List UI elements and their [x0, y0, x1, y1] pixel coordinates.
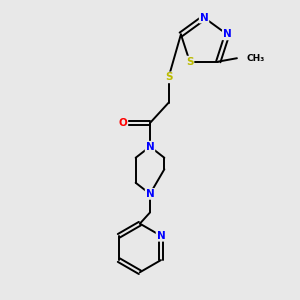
Text: S: S: [186, 57, 194, 67]
Text: O: O: [118, 118, 127, 128]
Text: S: S: [165, 72, 172, 82]
Text: N: N: [200, 13, 208, 22]
Text: CH₃: CH₃: [246, 54, 265, 63]
Text: N: N: [223, 29, 232, 39]
Text: N: N: [146, 189, 154, 199]
Text: N: N: [146, 142, 154, 152]
Text: N: N: [157, 231, 165, 241]
